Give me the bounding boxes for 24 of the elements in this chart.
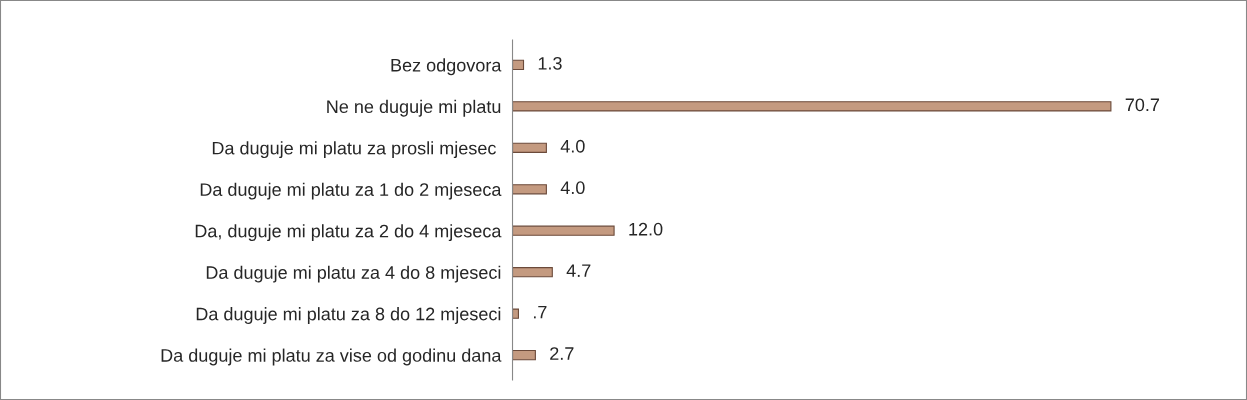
- data-label: 2.7: [550, 347, 574, 360]
- data-label: 12.0: [629, 222, 663, 236]
- bar: [512, 308, 519, 319]
- bar: [512, 350, 536, 361]
- data-label: 4.0: [560, 139, 585, 153]
- y-tick-label: Da, duguje mi platu za 2 do 4 mjeseca: [195, 224, 502, 242]
- data-label: 1.3: [538, 56, 562, 70]
- y-tick-label: Da duguje mi platu za 8 do 12 mjeseci: [196, 307, 501, 324]
- y-tick-label: Da duguje mi platu za 4 do 8 mjeseci: [206, 265, 501, 283]
- bar: [512, 267, 553, 278]
- data-label: 4.0: [560, 181, 585, 195]
- y-tick-label: Ne ne duguje mi platu: [327, 99, 501, 117]
- data-label: .7: [533, 305, 547, 319]
- y-tick-label: Da duguje mi platu za 1 do 2 mjeseca: [200, 182, 502, 200]
- bar: [512, 142, 547, 153]
- data-label: 70.7: [1125, 98, 1160, 112]
- bar: [512, 184, 547, 195]
- bar: [512, 59, 525, 70]
- y-tick-label: Da duguje mi platu za prosli mjesec: [212, 141, 496, 159]
- bar: [512, 101, 1112, 112]
- bar: [512, 225, 615, 236]
- y-tick-label: Da duguje mi platu za vise od godinu dana: [161, 348, 502, 366]
- data-label: 4.7: [566, 264, 591, 277]
- y-tick-label: Bez odgovora: [391, 58, 502, 76]
